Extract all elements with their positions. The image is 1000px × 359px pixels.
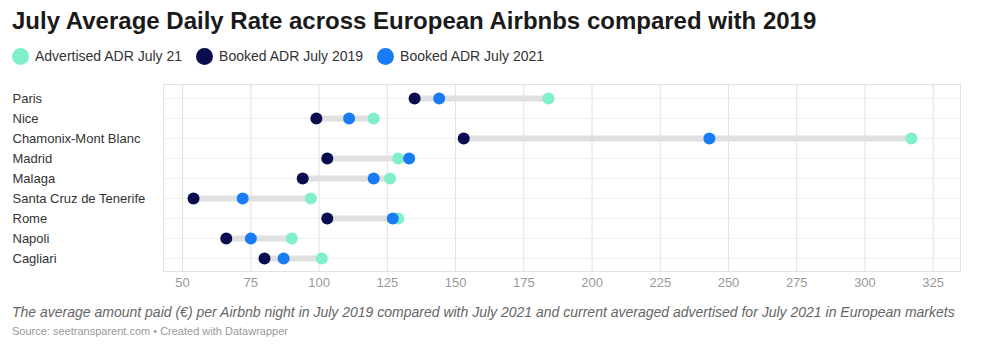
svg-text:Malaga: Malaga: [13, 171, 56, 186]
svg-text:100: 100: [308, 275, 330, 290]
html-text:Source: seetransparent.com • C: Source: seetransparent.com • Created wit…: [12, 325, 288, 337]
html-text:The average amount paid (€) pe: The average amount paid (€) per Airbnb n…: [12, 304, 955, 320]
svg-text:300: 300: [854, 275, 876, 290]
svg-text:200: 200: [581, 275, 603, 290]
html-text:Booked ADR July 2021: Booked ADR July 2021: [400, 48, 544, 64]
html-text:July Average Daily Rate across: July Average Daily Rate across European …: [12, 7, 817, 34]
svg-text:Rome: Rome: [13, 211, 48, 226]
svg-text:Chamonix-Mont Blanc: Chamonix-Mont Blanc: [13, 131, 141, 146]
svg-text:225: 225: [649, 275, 671, 290]
svg-text:150: 150: [445, 275, 467, 290]
html-text:Booked ADR July 2019: Booked ADR July 2019: [219, 48, 364, 64]
svg-text:175: 175: [513, 275, 535, 290]
svg-text:50: 50: [175, 275, 189, 290]
svg-text:Santa Cruz de Tenerife: Santa Cruz de Tenerife: [13, 191, 146, 206]
svg-text:250: 250: [718, 275, 740, 290]
html-text:Advertised ADR July 21: Advertised ADR July 21: [35, 48, 183, 64]
svg-text:125: 125: [376, 275, 398, 290]
svg-text:Cagliari: Cagliari: [13, 251, 57, 266]
svg-text:Paris: Paris: [13, 91, 43, 106]
svg-text:325: 325: [922, 275, 944, 290]
svg-text:Napoli: Napoli: [13, 231, 50, 246]
svg-text:75: 75: [244, 275, 258, 290]
svg-text:Nice: Nice: [13, 111, 39, 126]
svg-text:Madrid: Madrid: [13, 151, 53, 166]
svg-text:275: 275: [786, 275, 808, 290]
